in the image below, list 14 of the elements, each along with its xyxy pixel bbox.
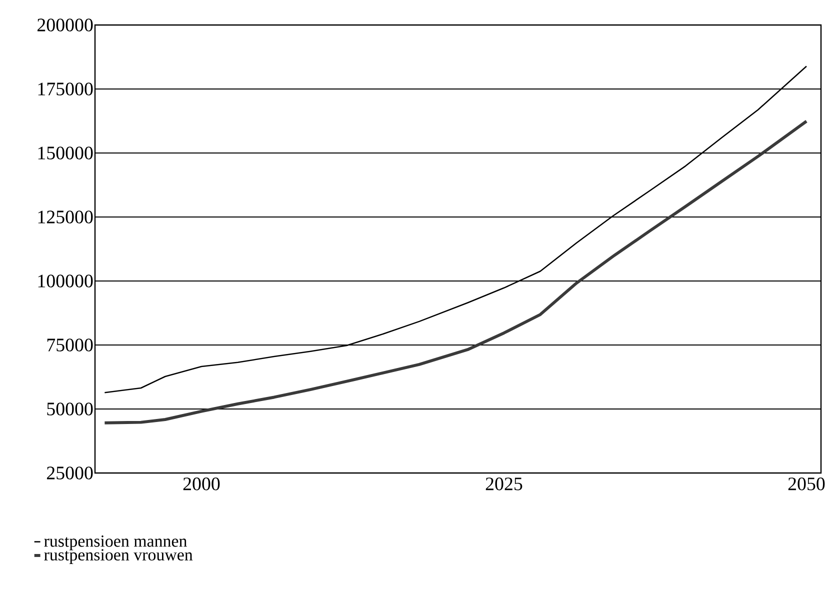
y-tick-label: 200000 bbox=[38, 18, 93, 32]
y-tick-label: 150000 bbox=[38, 146, 93, 160]
y-tick-label: 25000 bbox=[46, 466, 93, 480]
legend-label: rustpensioen mannen bbox=[44, 535, 187, 550]
x-tick-label: 2000 bbox=[183, 478, 220, 490]
x-tick-label: 2050 bbox=[788, 478, 825, 490]
x-tick-label: 2025 bbox=[486, 478, 522, 490]
y-tick-label: 125000 bbox=[38, 210, 93, 224]
legend-label: rustpensioen vrouwen bbox=[44, 549, 193, 564]
y-tick-label: 100000 bbox=[38, 274, 93, 288]
y-tick-label: 50000 bbox=[47, 402, 93, 416]
line-series bbox=[104, 66, 808, 394]
y-tick-label: 75000 bbox=[47, 338, 93, 352]
y-tick-label: 175000 bbox=[38, 82, 93, 96]
